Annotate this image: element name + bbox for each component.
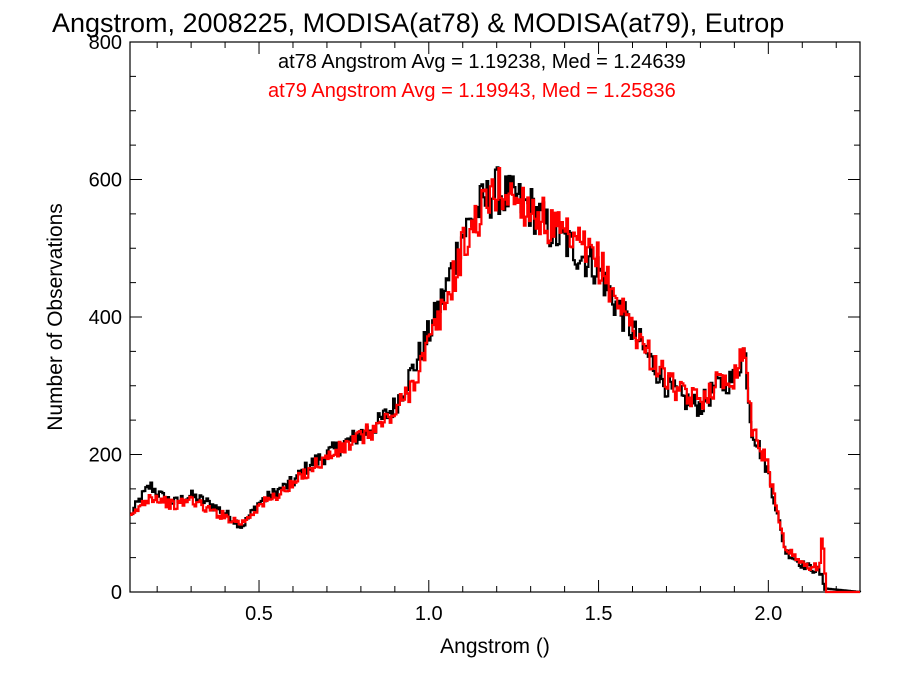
series-group	[130, 166, 862, 594]
y-axis: 0 200 400 600 800	[89, 32, 860, 604]
series-line-at78	[130, 166, 862, 593]
y-tick-label: 400	[89, 307, 122, 329]
y-tick-label: 0	[111, 582, 122, 604]
x-tick-label: 1.5	[585, 603, 613, 625]
chart-title: Angstrom, 2008225, MODISA(at78) & MODISA…	[52, 8, 784, 38]
y-tick-label: 600	[89, 170, 122, 192]
series-line-at79	[130, 167, 860, 594]
x-tick-label: 0.5	[245, 603, 273, 625]
x-axis-label: Angstrom ()	[440, 635, 550, 658]
y-tick-label: 800	[89, 32, 122, 54]
x-axis: 0.5 1.0 1.5 2.0	[156, 42, 837, 625]
y-tick-label: 200	[89, 445, 122, 467]
plot-frame	[129, 41, 861, 593]
y-axis-label: Number of Observations	[44, 203, 67, 431]
annotation-at78: at78 Angstrom Avg = 1.19238, Med = 1.246…	[278, 51, 686, 73]
x-tick-label: 2.0	[754, 603, 782, 625]
x-tick-label: 1.0	[415, 603, 443, 625]
annotation-at79: at79 Angstrom Avg = 1.19943, Med = 1.258…	[268, 80, 676, 102]
